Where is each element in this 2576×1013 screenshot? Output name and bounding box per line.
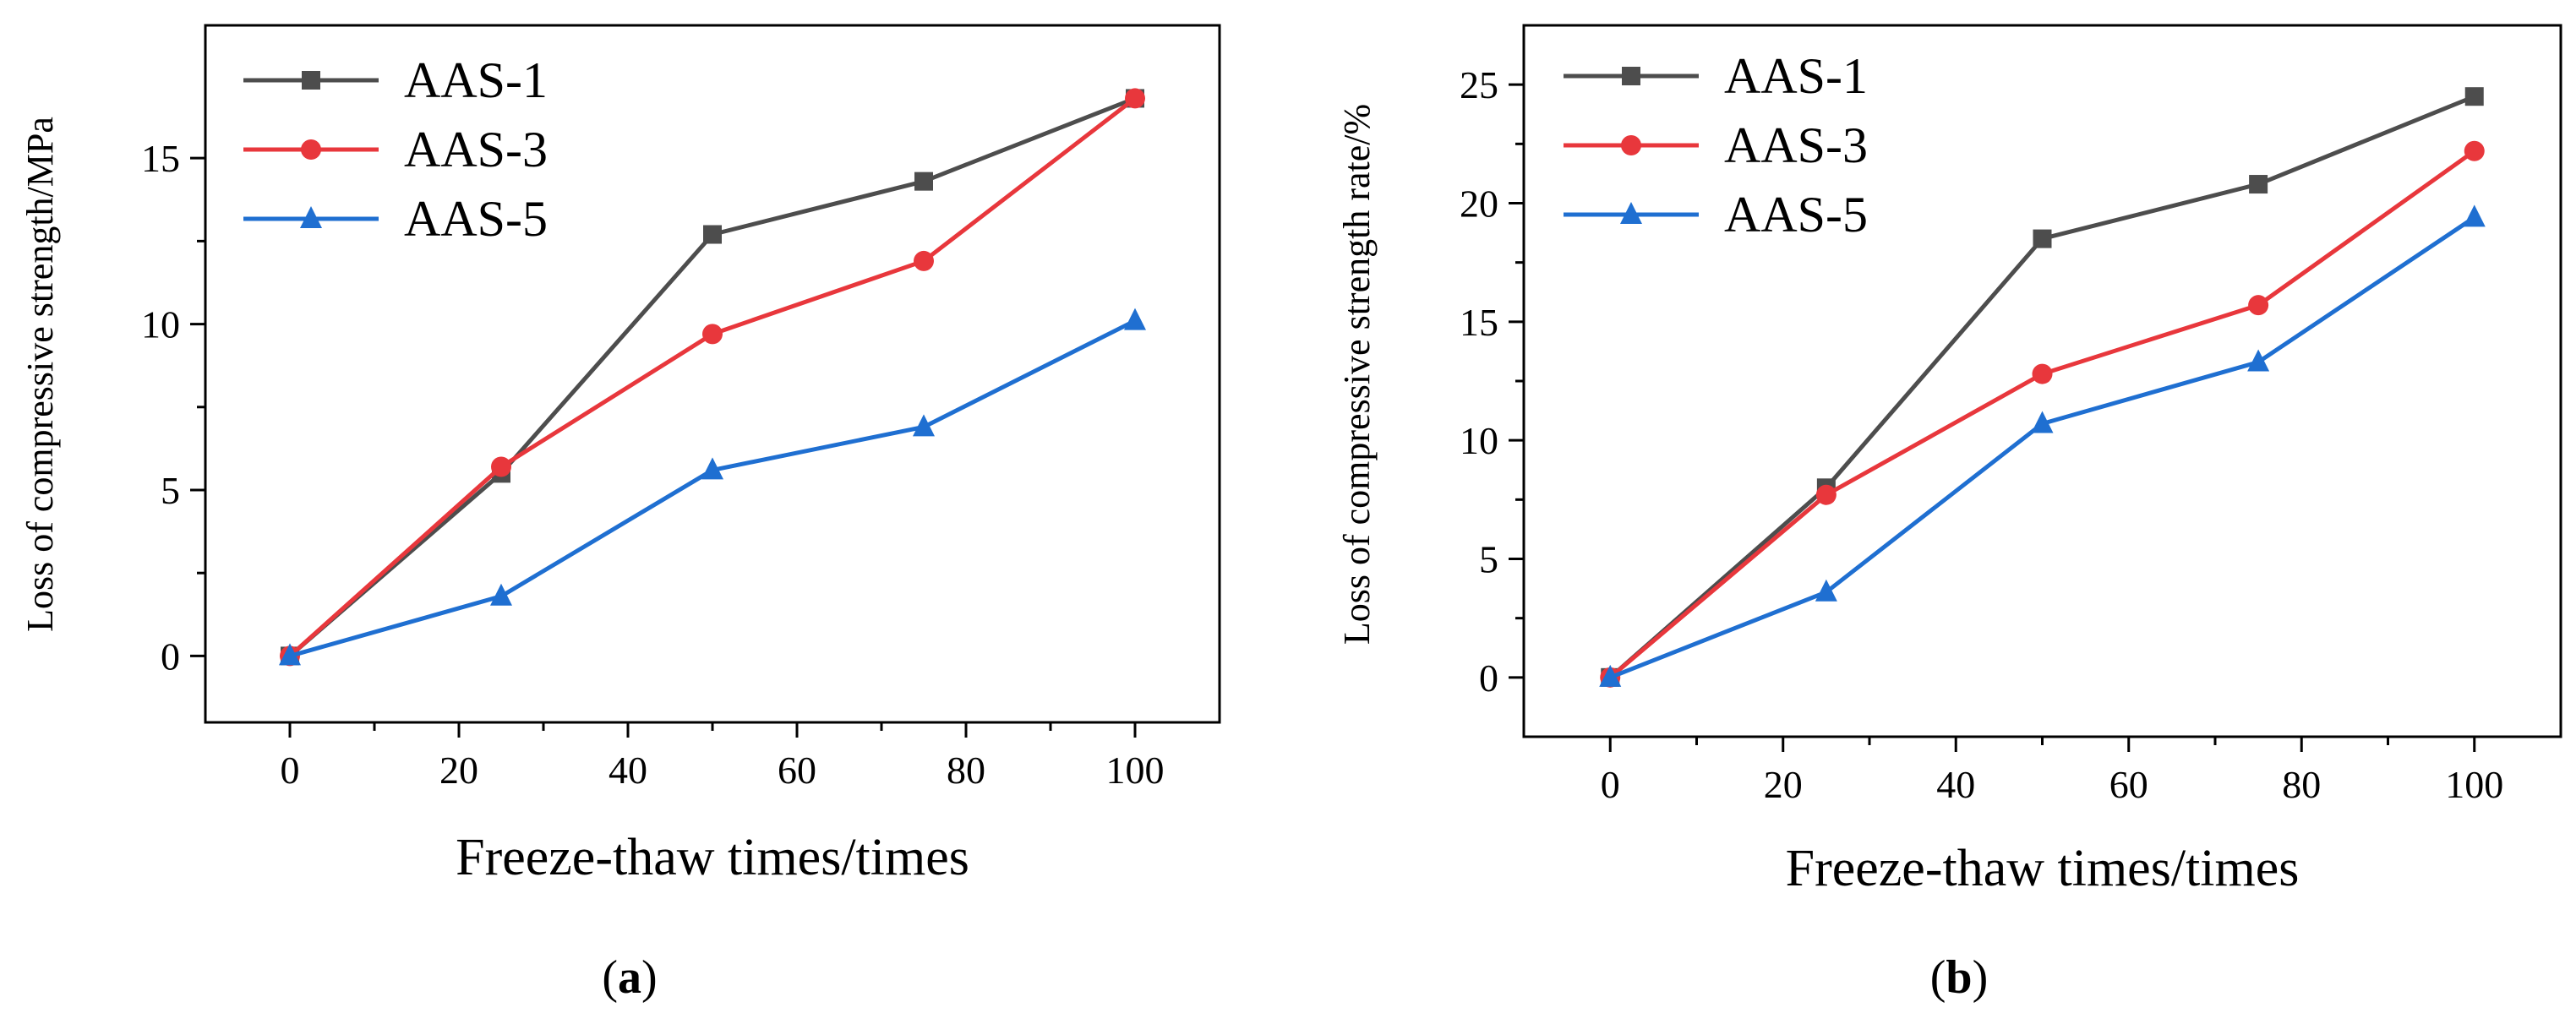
legend-label: AAS-5 — [1724, 187, 1868, 242]
legend-label: AAS-1 — [1724, 48, 1868, 104]
legend-marker — [1621, 135, 1641, 155]
y-tick-label: 10 — [141, 303, 180, 346]
data-point-aas-1 — [914, 172, 933, 191]
data-point-aas-5 — [1599, 664, 1622, 687]
data-point-aas-5 — [1815, 579, 1837, 602]
series-line-aas-1 — [288, 96, 1136, 658]
data-point-aas-3 — [702, 324, 723, 345]
x-tick-label: 20 — [439, 749, 478, 792]
x-tick-label: 0 — [281, 749, 300, 792]
y-tick-label: 15 — [141, 137, 180, 180]
series-line-aas-1 — [1608, 94, 2475, 679]
y-tick-label: 5 — [161, 469, 180, 512]
data-point-aas-5 — [701, 457, 723, 480]
y-tick-label: 0 — [161, 634, 180, 678]
y-tick-label: 10 — [1460, 419, 1498, 462]
chart-panel-b: 0 20 40 60 80 100 0 5 10 15 20 25 Freeze-thaw times/… — [1336, 24, 2562, 1004]
y-tick-label: 15 — [1460, 301, 1498, 344]
caption-open: ( — [1930, 951, 1946, 1004]
caption-close: ) — [1973, 951, 1989, 1004]
y-tick-label: 5 — [1479, 538, 1498, 581]
x-axis-label: Freeze-thaw times/times — [456, 829, 969, 886]
data-point-aas-3 — [1125, 88, 1145, 109]
caption-letter: b — [1946, 951, 1972, 1004]
legend-marker — [301, 139, 321, 160]
data-point-aas-1 — [703, 225, 722, 244]
data-point-aas-1 — [2249, 175, 2268, 194]
x-tick-label: 100 — [2445, 763, 2503, 806]
x-tick-label: 20 — [1764, 763, 1803, 806]
data-point-aas-5 — [490, 583, 512, 606]
y-tick-label: 0 — [1479, 656, 1498, 700]
series-line-aas-3 — [288, 96, 1137, 658]
data-point-aas-3 — [914, 250, 934, 271]
data-point-aas-3 — [1815, 484, 1836, 505]
x-tick-label: 80 — [947, 749, 985, 792]
y-tick-label: 25 — [1460, 63, 1498, 106]
x-tick-label: 40 — [1936, 763, 1975, 806]
x-axis-label: Freeze-thaw times/times — [1786, 840, 2300, 897]
panel-caption: (a) — [602, 951, 657, 1004]
data-point-aas-5 — [2247, 349, 2270, 372]
y-axis-label: Loss of compressive strength rate/% — [1336, 104, 1378, 645]
legend-label: AAS-1 — [404, 52, 548, 108]
data-point-aas-3 — [2464, 140, 2485, 161]
legend-marker — [300, 206, 322, 228]
caption-close: ) — [641, 951, 658, 1004]
data-point-aas-5 — [2031, 411, 2054, 433]
y-tick-label: 20 — [1460, 182, 1498, 226]
series-line-aas-5 — [289, 319, 1137, 658]
x-tick-label: 0 — [1601, 763, 1620, 806]
caption-open: ( — [602, 951, 618, 1004]
data-point-aas-5 — [1124, 308, 1146, 330]
legend-marker — [1622, 67, 1640, 85]
chart-panel-a: 0 20 40 60 80 100 0 5 10 15 Freeze-thaw times/time… — [19, 24, 1221, 1004]
legend-marker — [302, 71, 320, 90]
legend-label: AAS-3 — [404, 122, 548, 177]
x-tick-label: 100 — [1106, 749, 1165, 792]
series-line-aas-5 — [1609, 215, 2476, 680]
data-point-aas-3 — [2248, 295, 2269, 316]
y-axis-label: Loss of compressive strength/MPa — [19, 117, 61, 632]
panel-caption: (b) — [1930, 951, 1988, 1004]
x-tick-label: 40 — [609, 749, 647, 792]
legend-label: AAS-3 — [1724, 117, 1868, 173]
data-point-aas-5 — [913, 414, 935, 437]
legend-marker — [1620, 202, 1642, 224]
x-tick-label: 60 — [778, 749, 816, 792]
data-point-aas-1 — [2464, 87, 2484, 106]
data-point-aas-5 — [2463, 204, 2486, 227]
caption-letter: a — [618, 951, 641, 1004]
data-point-aas-5 — [279, 643, 301, 666]
legend-label: AAS-5 — [404, 191, 548, 247]
data-point-aas-3 — [491, 456, 511, 477]
data-point-aas-1 — [2033, 229, 2052, 248]
x-tick-label: 80 — [2282, 763, 2321, 806]
x-tick-label: 60 — [2109, 763, 2148, 806]
plot-frame — [204, 24, 1221, 724]
data-point-aas-3 — [2032, 363, 2053, 384]
